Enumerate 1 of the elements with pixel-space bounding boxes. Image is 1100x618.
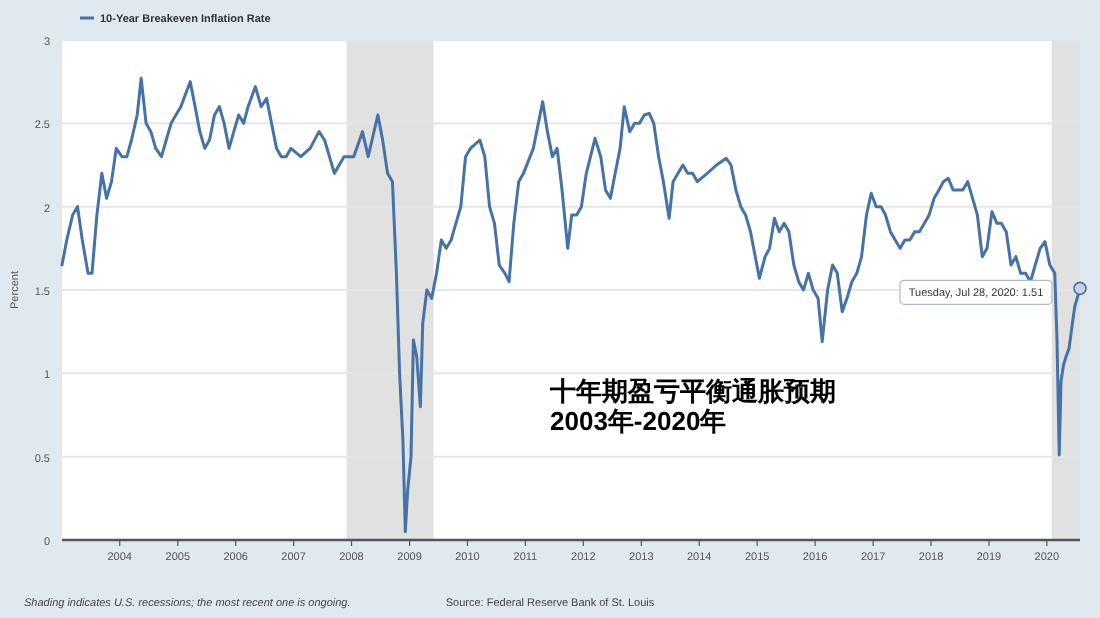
text: 十年期盈亏平衡通胀预期 2003年-2020年 xyxy=(548,376,836,436)
